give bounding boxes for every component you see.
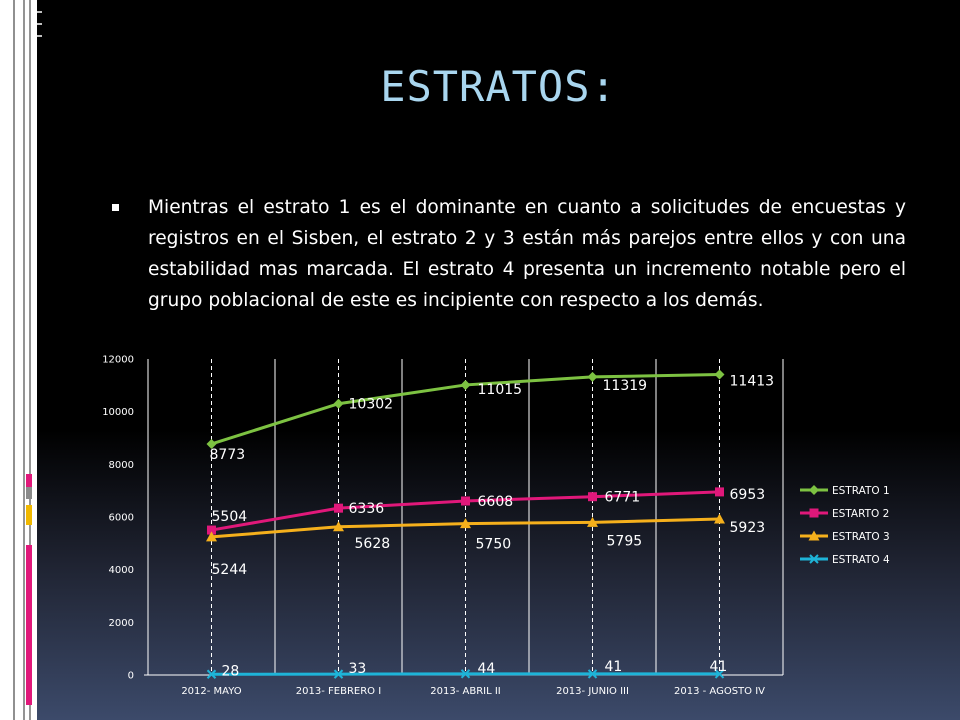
y-tick-label: 10000 (102, 407, 134, 418)
data-label: 6608 (478, 494, 514, 510)
data-point-marker (333, 669, 344, 679)
data-label: 6336 (349, 501, 385, 517)
data-label: 5504 (212, 509, 248, 525)
side-mark-pink-1 (26, 474, 32, 488)
data-point-marker (461, 496, 470, 506)
y-tick-label: 8000 (109, 460, 134, 471)
data-point-marker (714, 669, 725, 679)
data-label: 41 (605, 659, 623, 675)
legend-label: ESTARTO 2 (832, 508, 889, 520)
data-point-marker (587, 371, 598, 382)
data-label: 6953 (730, 487, 766, 503)
data-label: 5628 (355, 536, 391, 552)
decorative-frame-lines (0, 0, 42, 720)
y-tick-label: 6000 (109, 513, 134, 524)
data-point-marker (460, 518, 471, 529)
data-point-marker (587, 669, 598, 679)
data-label: 11319 (603, 378, 648, 394)
slide-background (37, 0, 960, 720)
data-label: 6771 (605, 490, 641, 506)
bullet-square-icon (112, 204, 119, 211)
data-point-marker (808, 530, 820, 541)
data-point-marker (809, 485, 819, 495)
y-tick-label: 0 (128, 671, 134, 682)
data-label: 5750 (476, 537, 512, 553)
data-point-marker (714, 369, 725, 380)
x-tick-label: 2013- JUNIO III (556, 686, 629, 697)
y-tick-label: 2000 (109, 618, 134, 629)
legend-label: ESTRATO 4 (832, 554, 890, 566)
data-point-marker (206, 438, 217, 449)
data-point-marker (207, 525, 216, 535)
x-tick-label: 2013- ABRIL II (430, 686, 500, 697)
data-label: 44 (478, 661, 496, 677)
legend-label: ESTRATO 1 (832, 485, 890, 497)
data-label: 11015 (478, 382, 523, 398)
data-point-marker (333, 398, 344, 409)
side-mark-pink-2 (26, 545, 32, 705)
data-point-marker (715, 487, 724, 497)
data-point-marker (206, 669, 217, 679)
data-point-marker (809, 554, 819, 564)
y-tick-label: 12000 (102, 355, 134, 366)
data-point-marker (334, 503, 343, 513)
y-tick-label: 4000 (109, 565, 134, 576)
data-label: 10302 (349, 397, 394, 413)
data-label: 33 (349, 661, 367, 677)
data-point-marker (809, 508, 819, 518)
side-mark-yellow (26, 505, 32, 525)
data-label: 5795 (607, 533, 643, 549)
data-point-marker (206, 531, 217, 542)
data-point-marker (587, 516, 598, 527)
x-tick-label: 2012- MAYO (181, 686, 241, 697)
slide-title: ESTRATOS: (380, 62, 617, 111)
side-mark-gray (26, 487, 32, 499)
data-label: 41 (710, 659, 728, 675)
bullet-paragraph: Mientras el estrato 1 es el dominante en… (112, 192, 906, 316)
bullet-text: Mientras el estrato 1 es el dominante en… (148, 197, 906, 311)
data-label: 28 (222, 663, 240, 679)
data-point-marker (588, 492, 597, 502)
data-point-marker (333, 521, 344, 532)
x-tick-label: 2013 - AGOSTO IV (674, 686, 765, 697)
data-label: 5923 (730, 520, 766, 536)
data-point-marker (460, 669, 471, 679)
data-label: 8773 (210, 447, 246, 463)
data-point-marker (460, 379, 471, 390)
data-label: 5244 (212, 562, 248, 578)
legend-label: ESTRATO 3 (832, 531, 890, 543)
data-label: 11413 (730, 373, 775, 389)
data-point-marker (714, 513, 725, 524)
x-tick-label: 2013- FEBRERO I (296, 686, 381, 697)
